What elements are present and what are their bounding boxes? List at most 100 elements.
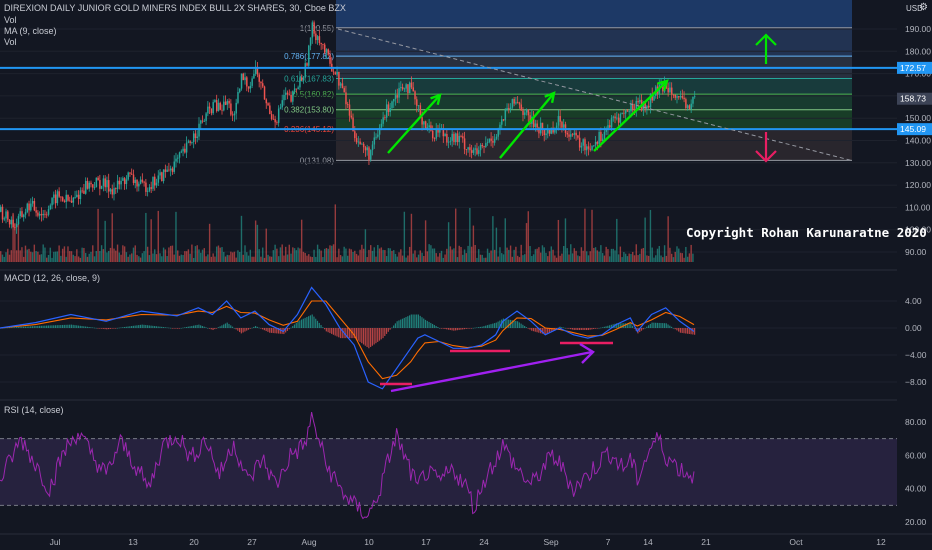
candle-body — [630, 103, 632, 112]
fib-label: 1(190.55) — [300, 24, 335, 33]
macd-histogram-bar — [194, 325, 196, 328]
indicator-vol2-label[interactable]: Vol — [4, 37, 17, 47]
macd-histogram-bar — [674, 328, 676, 330]
macd-histogram-bar — [228, 323, 230, 328]
candle-body — [424, 121, 427, 129]
volume-bar — [621, 257, 623, 262]
candle-body — [81, 190, 83, 192]
volume-bar — [596, 250, 599, 262]
volume-bar — [396, 256, 398, 262]
macd-histogram-bar — [8, 327, 11, 329]
volume-bar — [192, 257, 195, 262]
candle-body — [534, 123, 537, 127]
macd-histogram-bar — [545, 328, 547, 335]
volume-bar — [362, 248, 365, 262]
macd-histogram-bar — [497, 321, 499, 328]
fib-zone — [336, 129, 852, 161]
candle-body — [240, 73, 243, 89]
macd-histogram-bar — [371, 328, 373, 346]
macd-histogram-bar — [370, 328, 372, 347]
volume-bar — [490, 250, 492, 262]
candle-body — [380, 123, 383, 128]
macd-histogram-bar — [591, 328, 593, 330]
volume-bar — [384, 250, 386, 262]
candle-body — [171, 168, 174, 172]
indicator-vol-label[interactable]: Vol — [4, 15, 17, 25]
candle-body — [591, 146, 593, 150]
volume-bar — [607, 249, 609, 262]
volume-bar — [382, 249, 384, 262]
candle-body — [223, 101, 225, 111]
volume-bar — [483, 257, 485, 262]
macd-histogram-bar — [256, 326, 258, 328]
candle-body — [205, 113, 207, 121]
macd-histogram-bar — [465, 328, 467, 329]
volume-bar — [577, 255, 579, 262]
gear-icon[interactable]: ⚙ — [919, 2, 928, 13]
volume-bar — [175, 211, 177, 262]
macd-histogram-bar — [398, 320, 400, 328]
macd-histogram-bar — [46, 325, 48, 328]
volume-bar — [617, 254, 620, 262]
macd-histogram-bar — [617, 323, 620, 328]
macd-histogram-bar — [566, 328, 568, 329]
macd-histogram-bar — [300, 319, 303, 328]
macd-histogram-bar — [547, 328, 549, 334]
time-tick-label: 24 — [479, 537, 489, 547]
macd-histogram-bar — [267, 328, 269, 332]
macd-histogram-bar — [182, 327, 184, 329]
currency-label[interactable]: USD — [906, 4, 923, 13]
volume-bar — [182, 254, 184, 262]
volume-bar — [205, 256, 207, 262]
price-tick-label: 190.00 — [905, 24, 931, 34]
macd-histogram-bar — [642, 328, 644, 330]
macd-histogram-bar — [299, 320, 301, 328]
volume-bar — [678, 248, 680, 262]
volume-bar — [502, 254, 505, 262]
candle-body — [610, 117, 613, 128]
volume-bar — [639, 253, 641, 262]
macd-histogram-bar — [529, 328, 531, 330]
macd-histogram-bar — [580, 328, 582, 331]
volume-bar — [385, 256, 388, 262]
candle-body — [60, 196, 62, 198]
divergence-arrowhead — [579, 342, 595, 364]
macd-histogram-bar — [593, 328, 595, 330]
candle-body — [467, 147, 469, 150]
volume-bar — [410, 213, 413, 262]
volume-bar — [146, 246, 149, 262]
volume-bar — [254, 220, 257, 262]
macd-histogram-bar — [90, 327, 92, 328]
price-pane[interactable]: 1(190.55)0.786(177.82)0.618(167.83)0.5(1… — [0, 0, 897, 268]
volume-bar — [479, 254, 482, 262]
candle-body — [290, 94, 292, 102]
candle-body — [686, 105, 689, 108]
volume-bar — [115, 250, 117, 262]
macd-histogram-bar — [148, 325, 150, 328]
macd-label[interactable]: MACD (12, 26, close, 9) — [4, 273, 101, 283]
candle-body — [161, 172, 163, 182]
rsi-pane[interactable] — [0, 399, 932, 520]
volume-bar — [439, 253, 441, 262]
candle-body — [251, 78, 253, 86]
candle-body — [681, 96, 684, 98]
macd-pane[interactable] — [0, 269, 932, 393]
candle-body — [270, 114, 273, 120]
volume-bar — [525, 223, 528, 262]
indicator-ma-label[interactable]: MA (9, close) — [4, 26, 57, 36]
candle-body — [320, 43, 322, 44]
macd-histogram-bar — [688, 328, 690, 334]
macd-histogram-bar — [116, 327, 119, 329]
candle-body — [322, 43, 324, 45]
candle-body — [651, 94, 654, 101]
candle-body — [647, 105, 650, 108]
candle-body — [410, 82, 413, 88]
volume-bar — [545, 252, 547, 262]
volume-bar — [518, 257, 521, 262]
rsi-label[interactable]: RSI (14, close) — [4, 405, 64, 415]
candle-body — [299, 77, 301, 88]
candle-body — [207, 106, 209, 114]
volume-bar — [375, 256, 377, 262]
candle-body — [350, 115, 353, 118]
